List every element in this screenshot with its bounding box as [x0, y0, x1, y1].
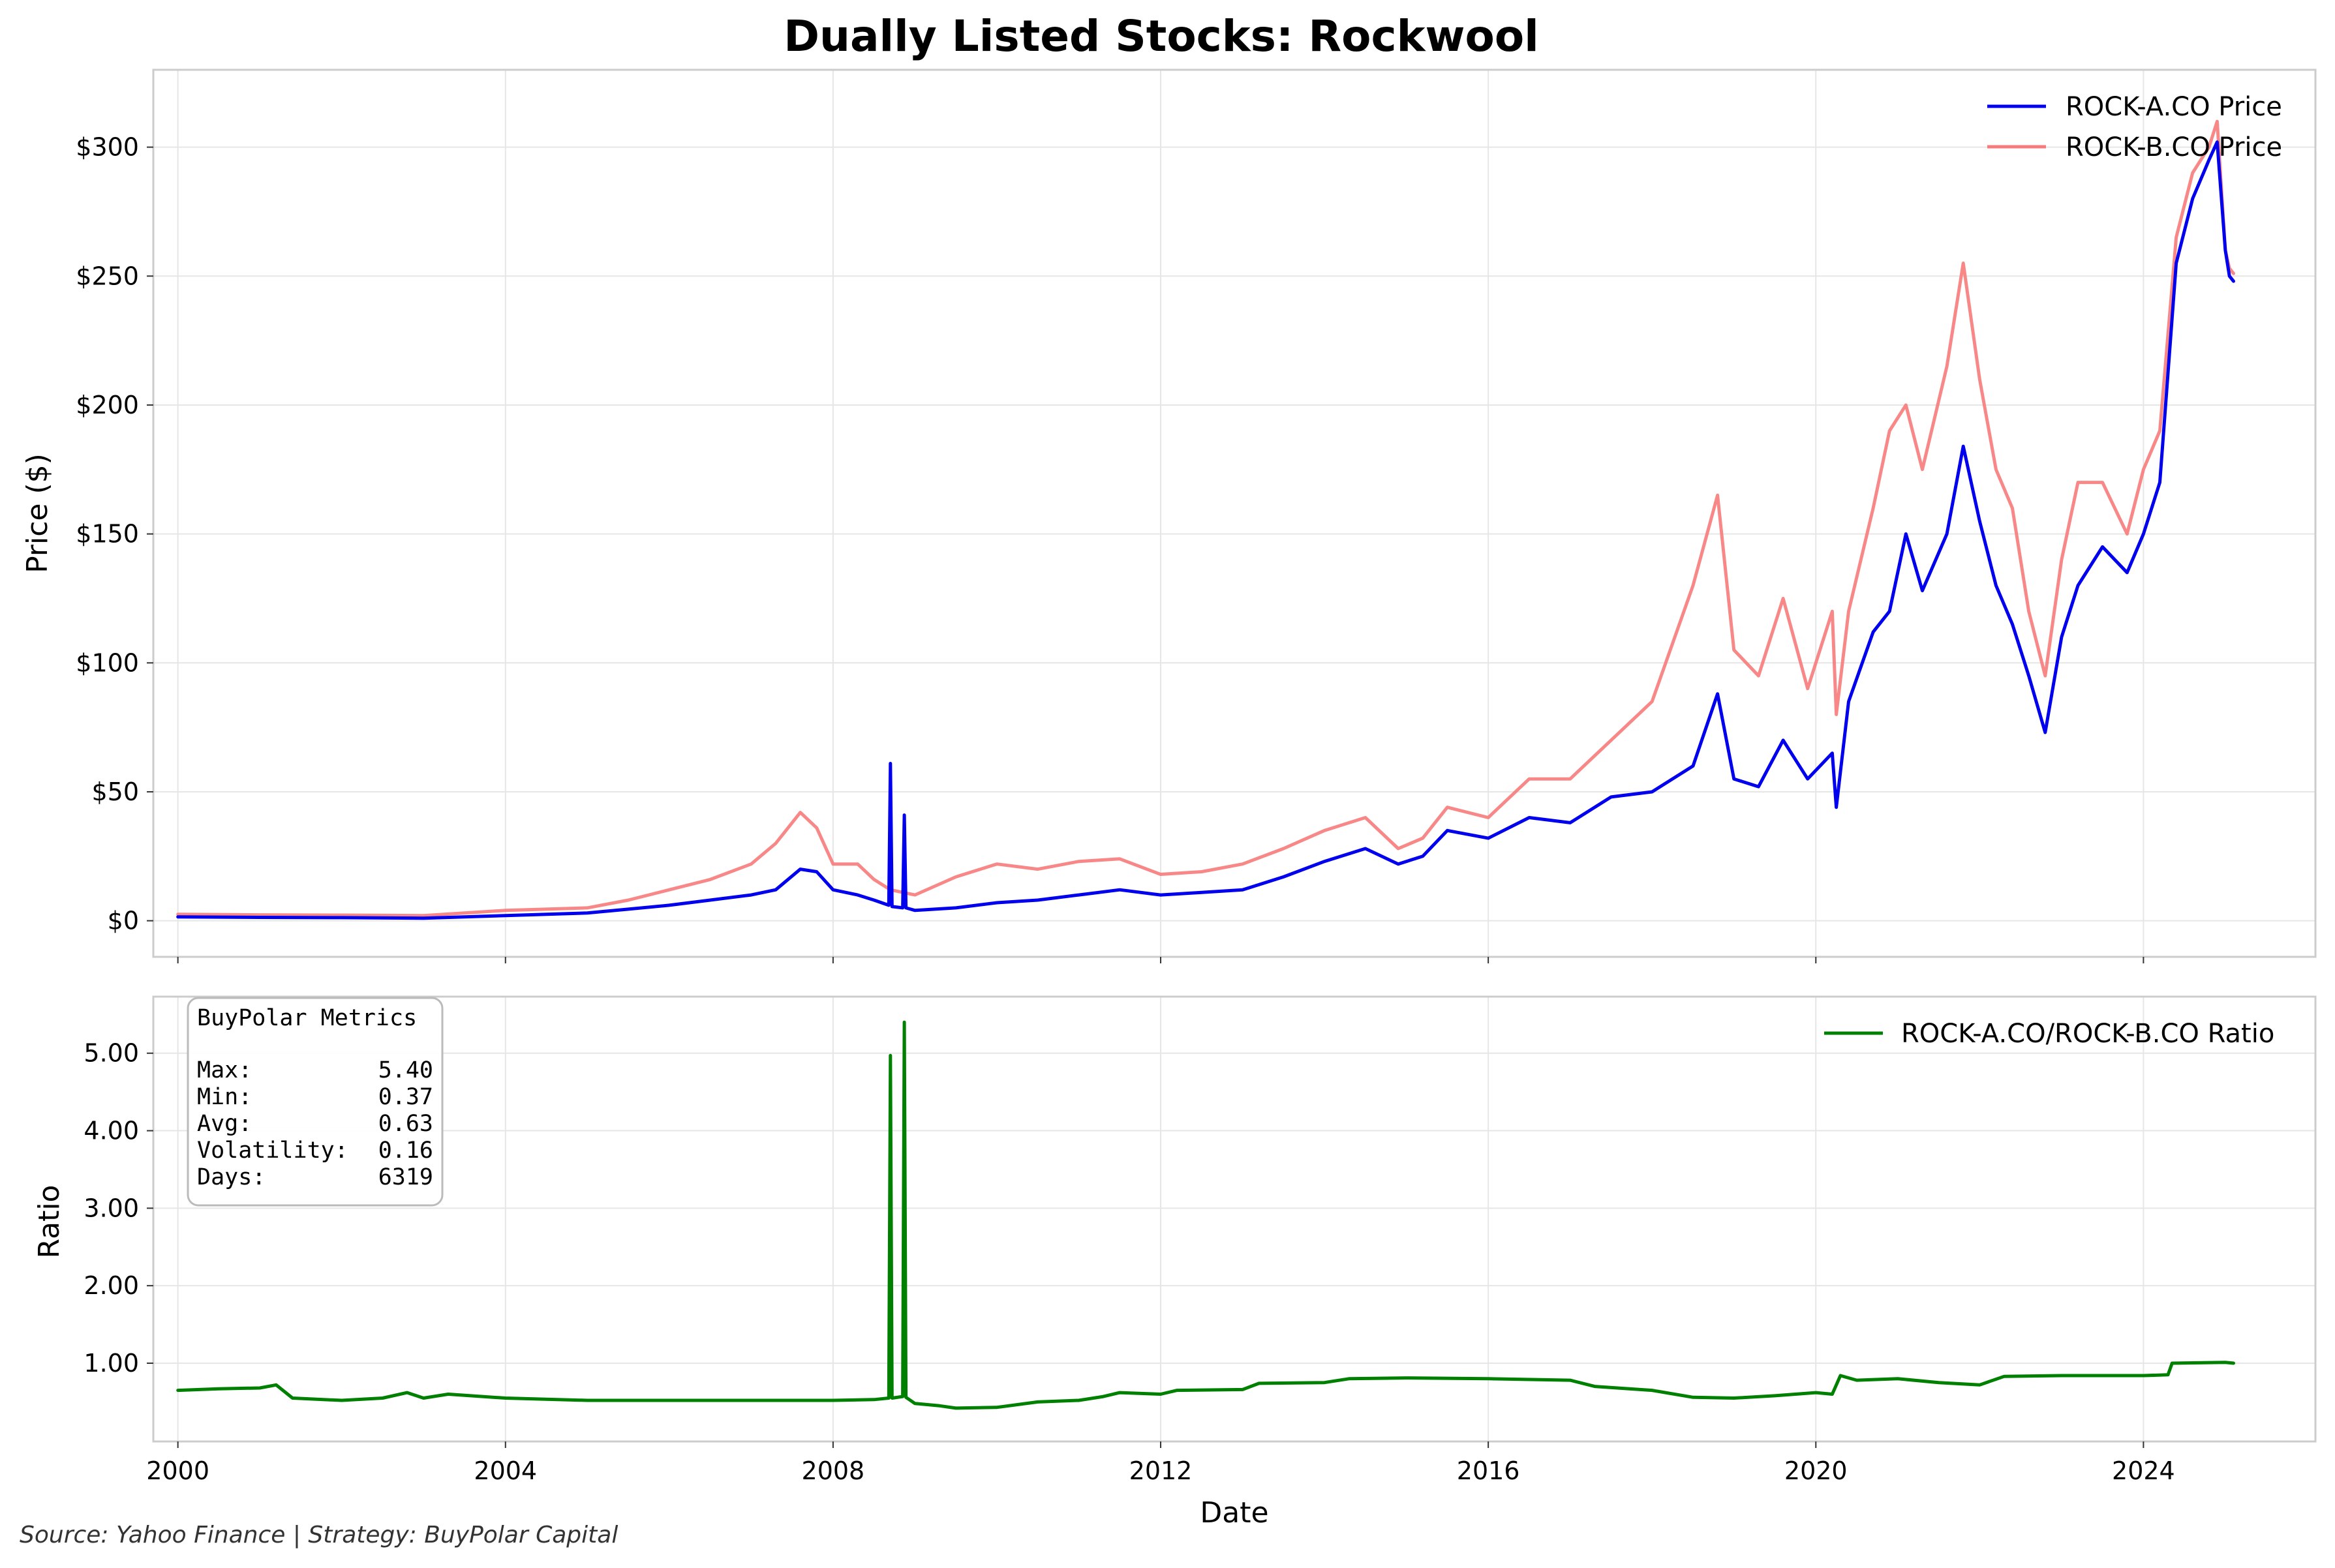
ratio-y-tick-label: 5.00 [84, 1039, 139, 1068]
metrics-value-max: 5.40 [378, 1057, 433, 1083]
price-lines [176, 119, 2235, 920]
price-y-ticks: $0 $50 $100 $150 $200 $250 $300 [76, 133, 153, 935]
price-y-tick-label: $300 [76, 133, 139, 162]
legend-label-rock-a: ROCK-A.CO Price [2066, 92, 2282, 122]
series-line-rock-b-co-price [176, 119, 2235, 918]
price-gridlines [153, 70, 2315, 957]
metrics-label-days: Days: [197, 1164, 266, 1190]
x-tick-label: 2012 [1129, 1456, 1193, 1485]
ratio-y-tick-label: 3.00 [84, 1194, 139, 1222]
price-y-tick-label: $250 [76, 262, 139, 290]
ratio-y-ticks: 1.00 2.00 3.00 4.00 5.00 [84, 1039, 153, 1378]
price-y-tick-label: $50 [91, 777, 139, 806]
price-x-ticks [177, 957, 2144, 963]
metrics-value-min: 0.37 [378, 1084, 433, 1110]
price-y-tick-label: $150 [76, 520, 139, 549]
chart-title: Dually Listed Stocks: Rockwool [784, 11, 1539, 61]
ratio-y-tick-label: 4.00 [84, 1117, 139, 1145]
x-tick-label: 2024 [2112, 1456, 2175, 1485]
x-tick-label: 2008 [802, 1456, 865, 1485]
ratio-panel: 1.00 2.00 3.00 4.00 5.00 2000 2004 2008 2012 201… [33, 995, 2317, 1530]
price-legend: ROCK-A.CO Price ROCK-B.CO Price [1987, 92, 2282, 162]
metrics-label-min: Min: [197, 1084, 252, 1110]
ratio-lines [176, 1020, 2235, 1410]
metrics-box: BuyPolar Metrics Max: 5.40 Min: 0.37 Avg… [187, 997, 444, 1207]
metrics-label-volatility: Volatility: [197, 1138, 348, 1164]
price-y-tick-label: $100 [76, 648, 139, 677]
ratio-y-axis-label: Ratio [33, 1185, 66, 1259]
x-tick-label: 2016 [1457, 1456, 1520, 1485]
metrics-value-days: 6319 [378, 1164, 433, 1190]
metrics-label-max: Max: [197, 1057, 252, 1083]
metrics-value-volatility: 0.16 [378, 1138, 433, 1164]
metrics-value-avg: 0.63 [378, 1111, 433, 1137]
price-y-tick-label: $200 [76, 391, 139, 419]
metrics-box-frame [187, 997, 444, 1207]
metrics-label-avg: Avg: [197, 1111, 252, 1137]
price-panel: $0 $50 $100 $150 $200 $250 $300 Price ($) ROCK… [21, 68, 2317, 963]
ratio-y-tick-label: 1.00 [84, 1349, 139, 1378]
ratio-plot-frame [152, 995, 2317, 1443]
price-y-axis-label: Price ($) [21, 453, 54, 573]
legend-label-rock-b: ROCK-B.CO Price [2066, 132, 2282, 162]
series-line-rock-a-co-price [176, 140, 2235, 920]
x-axis-label: Date [1200, 1496, 1268, 1530]
x-tick-label: 2000 [146, 1456, 209, 1485]
legend-label-ratio: ROCK-A.CO/ROCK-B.CO Ratio [1901, 1019, 2274, 1049]
source-note: Source: Yahoo Finance | Strategy: BuyPol… [20, 1522, 618, 1548]
ratio-y-tick-label: 2.00 [84, 1271, 139, 1300]
price-plot-frame [152, 68, 2317, 958]
metrics-heading: BuyPolar Metrics [197, 1005, 417, 1031]
ratio-legend: ROCK-A.CO/ROCK-B.CO Ratio [1824, 1019, 2274, 1049]
series-line-rock-a-co-rock-b-co-ratio [176, 1020, 2235, 1410]
ratio-gridlines [153, 997, 2315, 1441]
x-tick-label: 2020 [1784, 1456, 1848, 1485]
price-y-tick-label: $0 [108, 907, 139, 935]
ratio-x-ticks: 2000 2004 2008 2012 2016 2020 2024 [146, 1441, 2175, 1485]
x-tick-label: 2004 [474, 1456, 537, 1485]
